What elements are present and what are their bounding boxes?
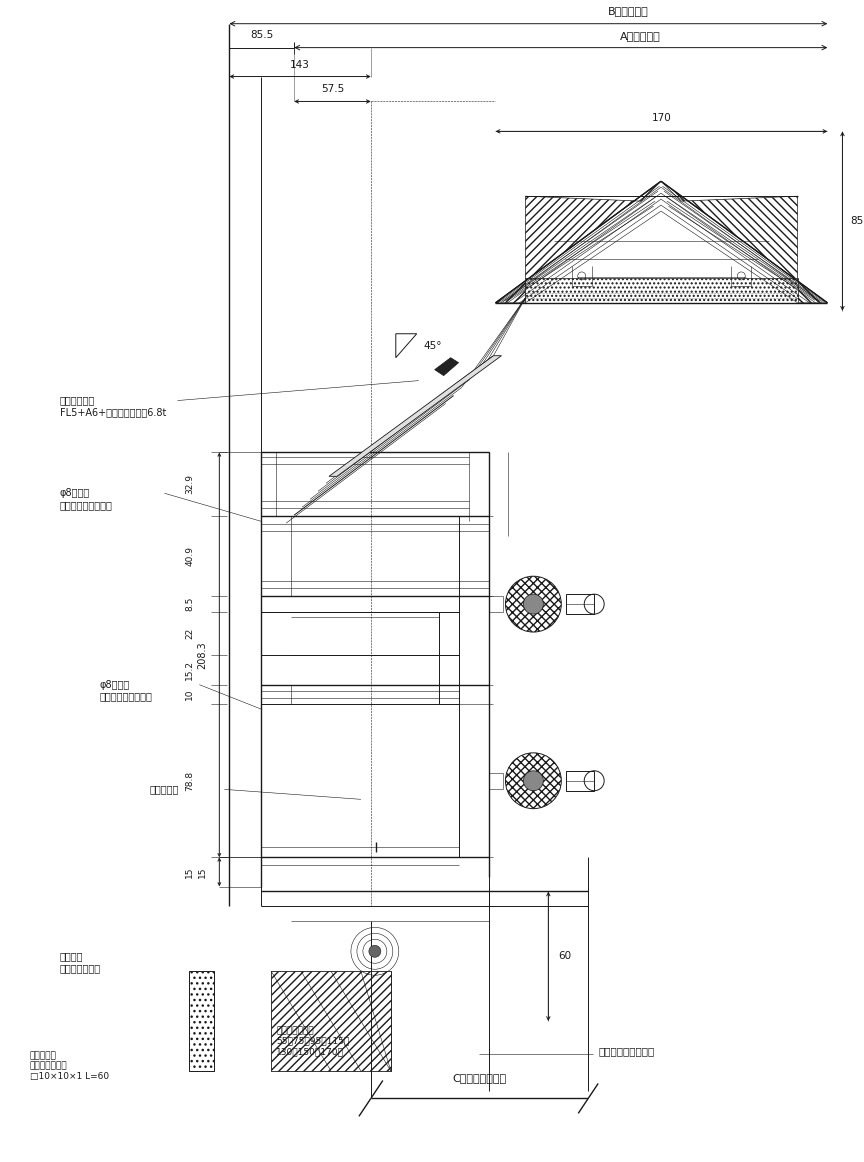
Text: 15: 15 bbox=[199, 866, 207, 877]
Circle shape bbox=[505, 576, 562, 632]
Text: 仕上材（別途工事）: 仕上材（別途工事） bbox=[598, 1046, 654, 1056]
Text: 45°: 45° bbox=[423, 340, 442, 351]
Circle shape bbox=[505, 753, 562, 809]
Bar bbox=[525, 278, 797, 303]
Text: 22: 22 bbox=[186, 629, 194, 639]
Circle shape bbox=[524, 770, 543, 790]
Text: 85.5: 85.5 bbox=[250, 30, 273, 40]
Text: 170: 170 bbox=[651, 114, 671, 123]
Circle shape bbox=[524, 594, 543, 614]
Polygon shape bbox=[495, 181, 661, 303]
Text: 8.5: 8.5 bbox=[186, 597, 194, 611]
Text: 78.8: 78.8 bbox=[186, 770, 194, 791]
Text: 208.3: 208.3 bbox=[197, 641, 207, 668]
Text: 32.9: 32.9 bbox=[186, 474, 194, 494]
Bar bbox=[566, 594, 594, 614]
Text: 57.5: 57.5 bbox=[321, 85, 344, 94]
Text: B：外形寸法: B：外形寸法 bbox=[607, 6, 649, 16]
Text: シーリング: シーリング bbox=[149, 784, 179, 795]
Text: 143: 143 bbox=[290, 59, 310, 70]
Text: 10: 10 bbox=[186, 689, 194, 701]
Text: φ8穴加工
裏面バッフル材付き: φ8穴加工 裏面バッフル材付き bbox=[99, 680, 153, 702]
Text: 排水パイプ
（オプション）
□10×10×1 L=60: 排水パイプ （オプション） □10×10×1 L=60 bbox=[30, 1050, 109, 1081]
Text: 規格水切寸法は
55、75、95、115、
130、150、170㎜: 規格水切寸法は 55、75、95、115、 130、150、170㎜ bbox=[276, 1026, 349, 1056]
Text: 85: 85 bbox=[850, 216, 864, 227]
Bar bbox=[271, 971, 391, 1071]
Text: A：呼称寸法: A：呼称寸法 bbox=[620, 30, 661, 41]
Text: 複層ガラス：
FL5+A6+網入型板ガラス6.8t: 複層ガラス： FL5+A6+網入型板ガラス6.8t bbox=[60, 395, 166, 417]
Text: 60: 60 bbox=[558, 952, 571, 961]
Polygon shape bbox=[329, 356, 501, 476]
Text: 規格水切
（オプション）: 規格水切 （オプション） bbox=[60, 952, 101, 973]
Bar bbox=[566, 770, 594, 790]
Text: 15.2: 15.2 bbox=[186, 660, 194, 680]
Text: φ8穴加工
裏面バッフル材付き: φ8穴加工 裏面バッフル材付き bbox=[60, 488, 112, 510]
Text: C：仕上開口寸法: C：仕上開口寸法 bbox=[453, 1074, 506, 1083]
Text: 40.9: 40.9 bbox=[186, 546, 194, 566]
Text: 15: 15 bbox=[186, 866, 194, 877]
Polygon shape bbox=[435, 358, 459, 375]
Bar bbox=[189, 971, 214, 1071]
Polygon shape bbox=[661, 181, 828, 303]
Circle shape bbox=[369, 946, 381, 957]
